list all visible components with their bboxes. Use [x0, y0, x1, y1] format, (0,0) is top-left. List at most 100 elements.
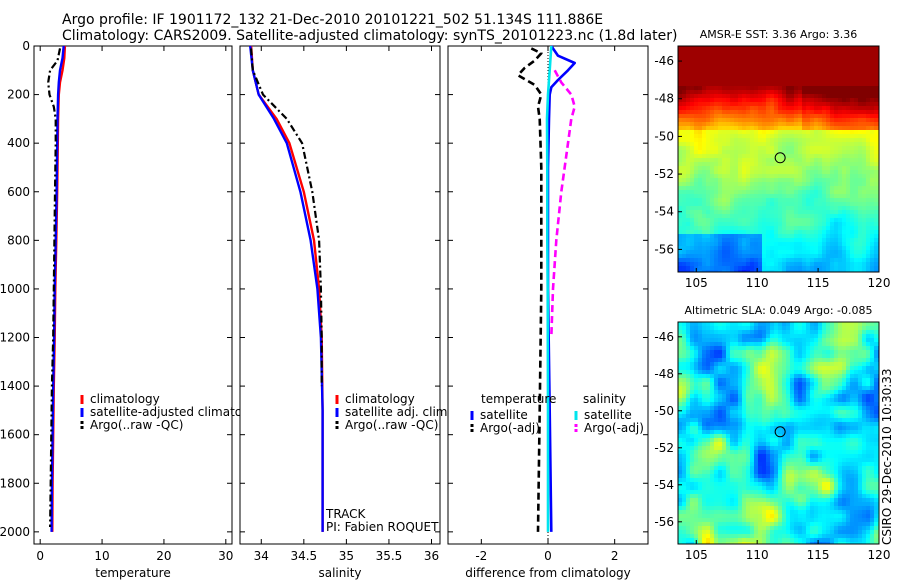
- map-cell: [870, 142, 875, 147]
- map-cell: [706, 362, 711, 367]
- map-cell: [850, 258, 855, 263]
- map-cell: [690, 102, 695, 107]
- map-cell: [810, 430, 815, 435]
- map-cell: [742, 382, 747, 387]
- map-cell: [874, 206, 879, 211]
- map-cell: [734, 142, 739, 147]
- map-cell: [726, 62, 731, 67]
- map-cell: [702, 122, 707, 127]
- map-cell: [818, 206, 823, 211]
- map-cell: [710, 110, 715, 115]
- map-cell: [838, 442, 843, 447]
- map-cell: [818, 202, 823, 207]
- map-cell: [790, 410, 795, 415]
- map-cell: [866, 342, 871, 347]
- map-cell: [826, 66, 831, 71]
- map-cell: [798, 426, 803, 431]
- map-cell: [694, 438, 699, 443]
- map-cell: [706, 390, 711, 395]
- map-cell: [750, 414, 755, 419]
- map-cell: [734, 138, 739, 143]
- xtick-label: 0: [544, 549, 552, 563]
- map-cell: [690, 210, 695, 215]
- map-cell: [710, 202, 715, 207]
- map-cell: [710, 370, 715, 375]
- map-cell: [730, 402, 735, 407]
- map-cell: [858, 346, 863, 351]
- map-cell: [714, 334, 719, 339]
- map-cell: [766, 90, 771, 95]
- map-cell: [858, 430, 863, 435]
- map-cell: [746, 230, 751, 235]
- map-cell: [866, 126, 871, 131]
- map-cell: [818, 70, 823, 75]
- map-cell: [698, 462, 703, 467]
- map-cell: [778, 398, 783, 403]
- map-cell: [770, 134, 775, 139]
- map-cell: [786, 142, 791, 147]
- map-cell: [826, 350, 831, 355]
- map-cell: [694, 142, 699, 147]
- map-cell: [678, 358, 683, 363]
- map-cell: [810, 426, 815, 431]
- map-cell: [754, 186, 759, 191]
- map-cell: [714, 398, 719, 403]
- map-cell: [702, 406, 707, 411]
- map-cell: [806, 126, 811, 131]
- map-cell: [690, 470, 695, 475]
- map-cell: [686, 170, 691, 175]
- map-cell: [806, 454, 811, 459]
- map-cell: [686, 226, 691, 231]
- map-cell: [754, 446, 759, 451]
- map-cell: [710, 130, 715, 135]
- map-cell: [850, 54, 855, 59]
- map-cell: [742, 206, 747, 211]
- map-cell: [830, 118, 835, 123]
- map-cell: [738, 446, 743, 451]
- map-cell: [782, 198, 787, 203]
- map-cell: [738, 394, 743, 399]
- map-cell: [830, 150, 835, 155]
- map-cell: [854, 398, 859, 403]
- map-cell: [866, 58, 871, 63]
- map-cell: [770, 466, 775, 471]
- map-cell: [702, 426, 707, 431]
- map-cell: [750, 90, 755, 95]
- map-cell: [826, 138, 831, 143]
- map-cell: [874, 110, 879, 115]
- map-cell: [738, 194, 743, 199]
- map-cell: [830, 98, 835, 103]
- map-cell: [814, 458, 819, 463]
- ytick-label: 1400: [0, 379, 30, 393]
- map-cell: [858, 218, 863, 223]
- map-cell: [830, 174, 835, 179]
- map-cell: [866, 74, 871, 79]
- map-cell: [822, 438, 827, 443]
- map-cell: [706, 242, 711, 247]
- map-cell: [722, 470, 727, 475]
- map-cell: [850, 126, 855, 131]
- map-cell: [746, 362, 751, 367]
- map-cell: [714, 266, 719, 271]
- map-cell: [722, 250, 727, 255]
- map-cell: [702, 358, 707, 363]
- map-cell: [698, 354, 703, 359]
- map-cell: [706, 366, 711, 371]
- map-cell: [794, 162, 799, 167]
- map-cell: [734, 366, 739, 371]
- map-cell: [814, 90, 819, 95]
- map-cell: [822, 134, 827, 139]
- map-cell: [790, 266, 795, 271]
- map-cell: [698, 338, 703, 343]
- map-cell: [810, 202, 815, 207]
- map-cell: [854, 246, 859, 251]
- map-cell: [826, 462, 831, 467]
- map-cell: [802, 106, 807, 111]
- map-cell: [790, 226, 795, 231]
- map-cell: [738, 162, 743, 167]
- map-cell: [854, 190, 859, 195]
- map-cell: [874, 118, 879, 123]
- map-cell: [722, 234, 727, 239]
- map-cell: [834, 218, 839, 223]
- map-cell: [794, 382, 799, 387]
